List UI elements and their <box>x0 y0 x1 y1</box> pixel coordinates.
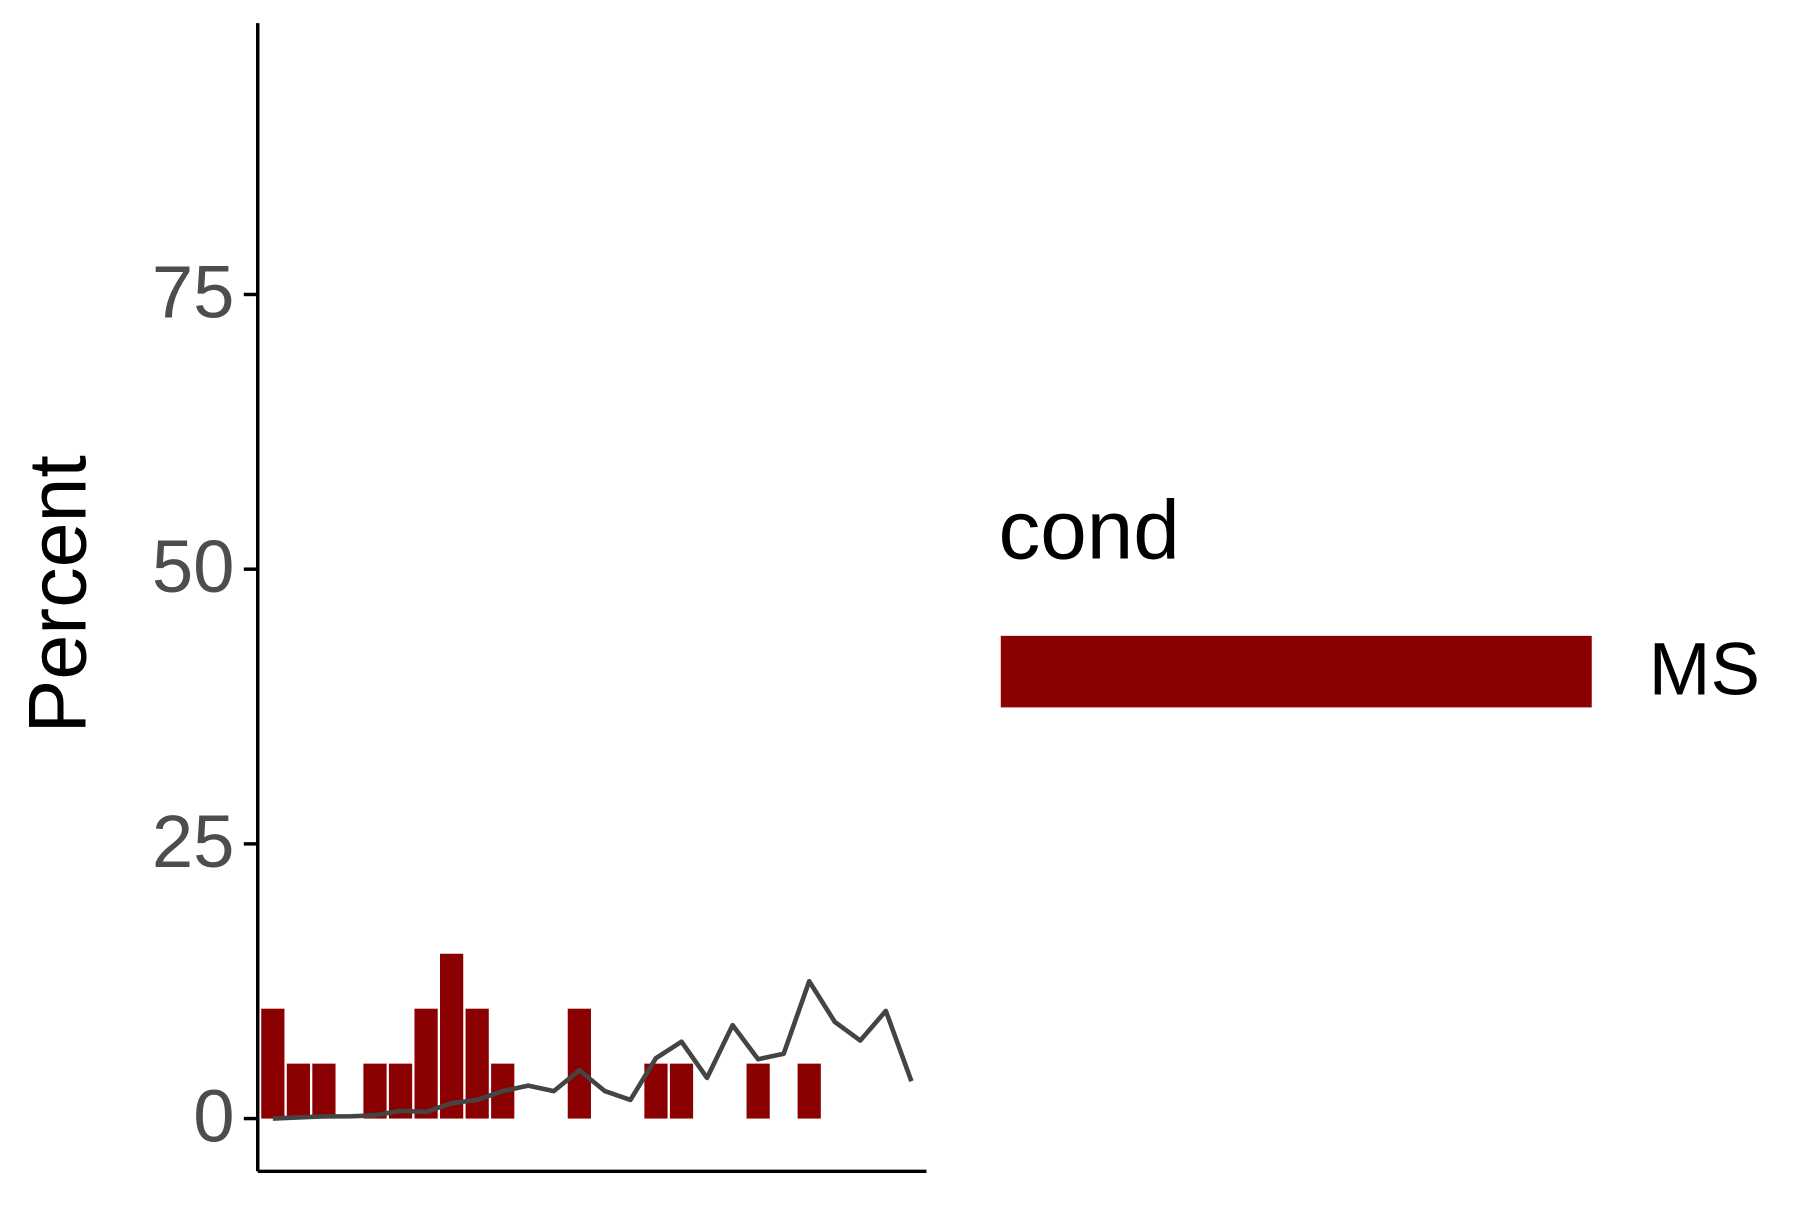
bar <box>567 1008 591 1119</box>
bar <box>669 1063 694 1119</box>
bar <box>312 1063 336 1119</box>
bar <box>746 1063 770 1119</box>
legend-label: MS <box>1649 628 1760 711</box>
bar <box>797 1063 821 1119</box>
bar <box>388 1063 413 1119</box>
trend-line <box>272 978 914 1121</box>
legend-key <box>1000 635 1592 708</box>
bar <box>261 1008 285 1119</box>
legend-title: cond <box>998 484 1179 577</box>
bar <box>644 1063 668 1119</box>
y-axis-label: Percent <box>13 455 103 733</box>
y-tick-label: 75 <box>152 251 235 334</box>
y-tick-label: 0 <box>193 1075 234 1158</box>
bar <box>363 1063 387 1119</box>
bar <box>440 953 464 1119</box>
bar <box>286 1063 310 1119</box>
y-tick-label: 50 <box>152 525 235 608</box>
bar <box>414 1008 438 1119</box>
bar <box>465 1008 489 1119</box>
y-tick-label: 25 <box>152 800 235 883</box>
plot-group: Percent cond 0 25 50 75 MS <box>13 23 1760 1174</box>
